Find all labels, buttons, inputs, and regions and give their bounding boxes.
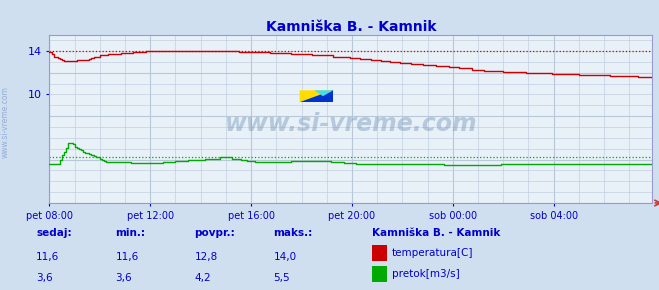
- Text: 11,6: 11,6: [36, 252, 59, 262]
- Text: 4,2: 4,2: [194, 273, 211, 283]
- Polygon shape: [300, 90, 333, 102]
- Text: 12,8: 12,8: [194, 252, 217, 262]
- Text: 14,0: 14,0: [273, 252, 297, 262]
- Text: pretok[m3/s]: pretok[m3/s]: [392, 269, 460, 279]
- Text: min.:: min.:: [115, 229, 146, 238]
- Text: www.si-vreme.com: www.si-vreme.com: [1, 86, 10, 158]
- Text: www.si-vreme.com: www.si-vreme.com: [225, 112, 477, 136]
- Text: povpr.:: povpr.:: [194, 229, 235, 238]
- Text: 5,5: 5,5: [273, 273, 290, 283]
- Polygon shape: [314, 90, 333, 96]
- Text: 11,6: 11,6: [115, 252, 138, 262]
- Title: Kamniška B. - Kamnik: Kamniška B. - Kamnik: [266, 20, 436, 34]
- Text: sedaj:: sedaj:: [36, 229, 72, 238]
- Polygon shape: [300, 90, 333, 102]
- Text: maks.:: maks.:: [273, 229, 313, 238]
- Text: temperatura[C]: temperatura[C]: [392, 248, 474, 258]
- Text: 3,6: 3,6: [36, 273, 53, 283]
- Text: 3,6: 3,6: [115, 273, 132, 283]
- Text: Kamniška B. - Kamnik: Kamniška B. - Kamnik: [372, 229, 501, 238]
